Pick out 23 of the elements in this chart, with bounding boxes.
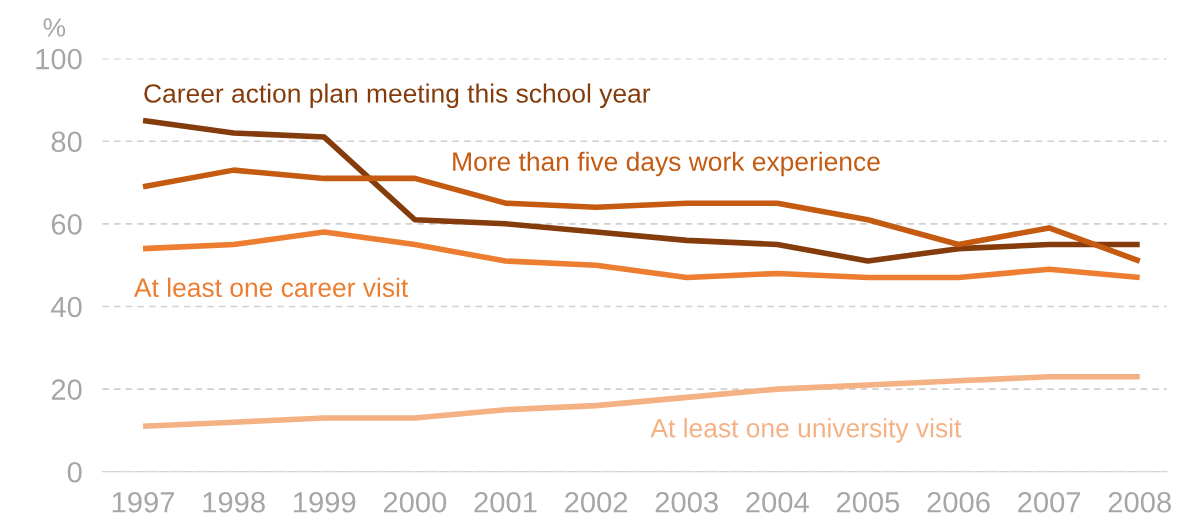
series-label: At least one career visit (134, 277, 409, 298)
x-tick-label: 1997 (112, 491, 175, 513)
y-tick-label: 80 (51, 131, 82, 153)
x-tick-label: 2003 (655, 491, 718, 513)
x-tick-label: 1999 (294, 491, 356, 513)
x-tick-label: 2008 (1108, 491, 1171, 513)
x-tick-label: 2006 (927, 491, 990, 513)
x-tick-label: 2007 (1018, 491, 1081, 513)
series-label: More than five days work experience (453, 151, 880, 177)
x-tick-label: 2000 (383, 491, 447, 513)
y-tick-label: 60 (51, 214, 82, 235)
y-tick-label: 0 (67, 461, 82, 483)
y-tick-label: 100 (36, 48, 82, 70)
series-label: Career action plan meeting this school year (144, 83, 651, 109)
x-tick-label: 2005 (836, 491, 900, 513)
x-tick-label: 2001 (474, 491, 537, 513)
y-axis-title: % (43, 18, 66, 37)
y-tick-label: 40 (51, 296, 82, 318)
y-tick-label: 20 (51, 379, 82, 400)
x-tick-label: 2004 (746, 491, 809, 513)
series-label: At least one university visit (650, 418, 962, 443)
x-tick-label: 2002 (565, 491, 628, 513)
x-tick-label: 1998 (203, 491, 265, 513)
